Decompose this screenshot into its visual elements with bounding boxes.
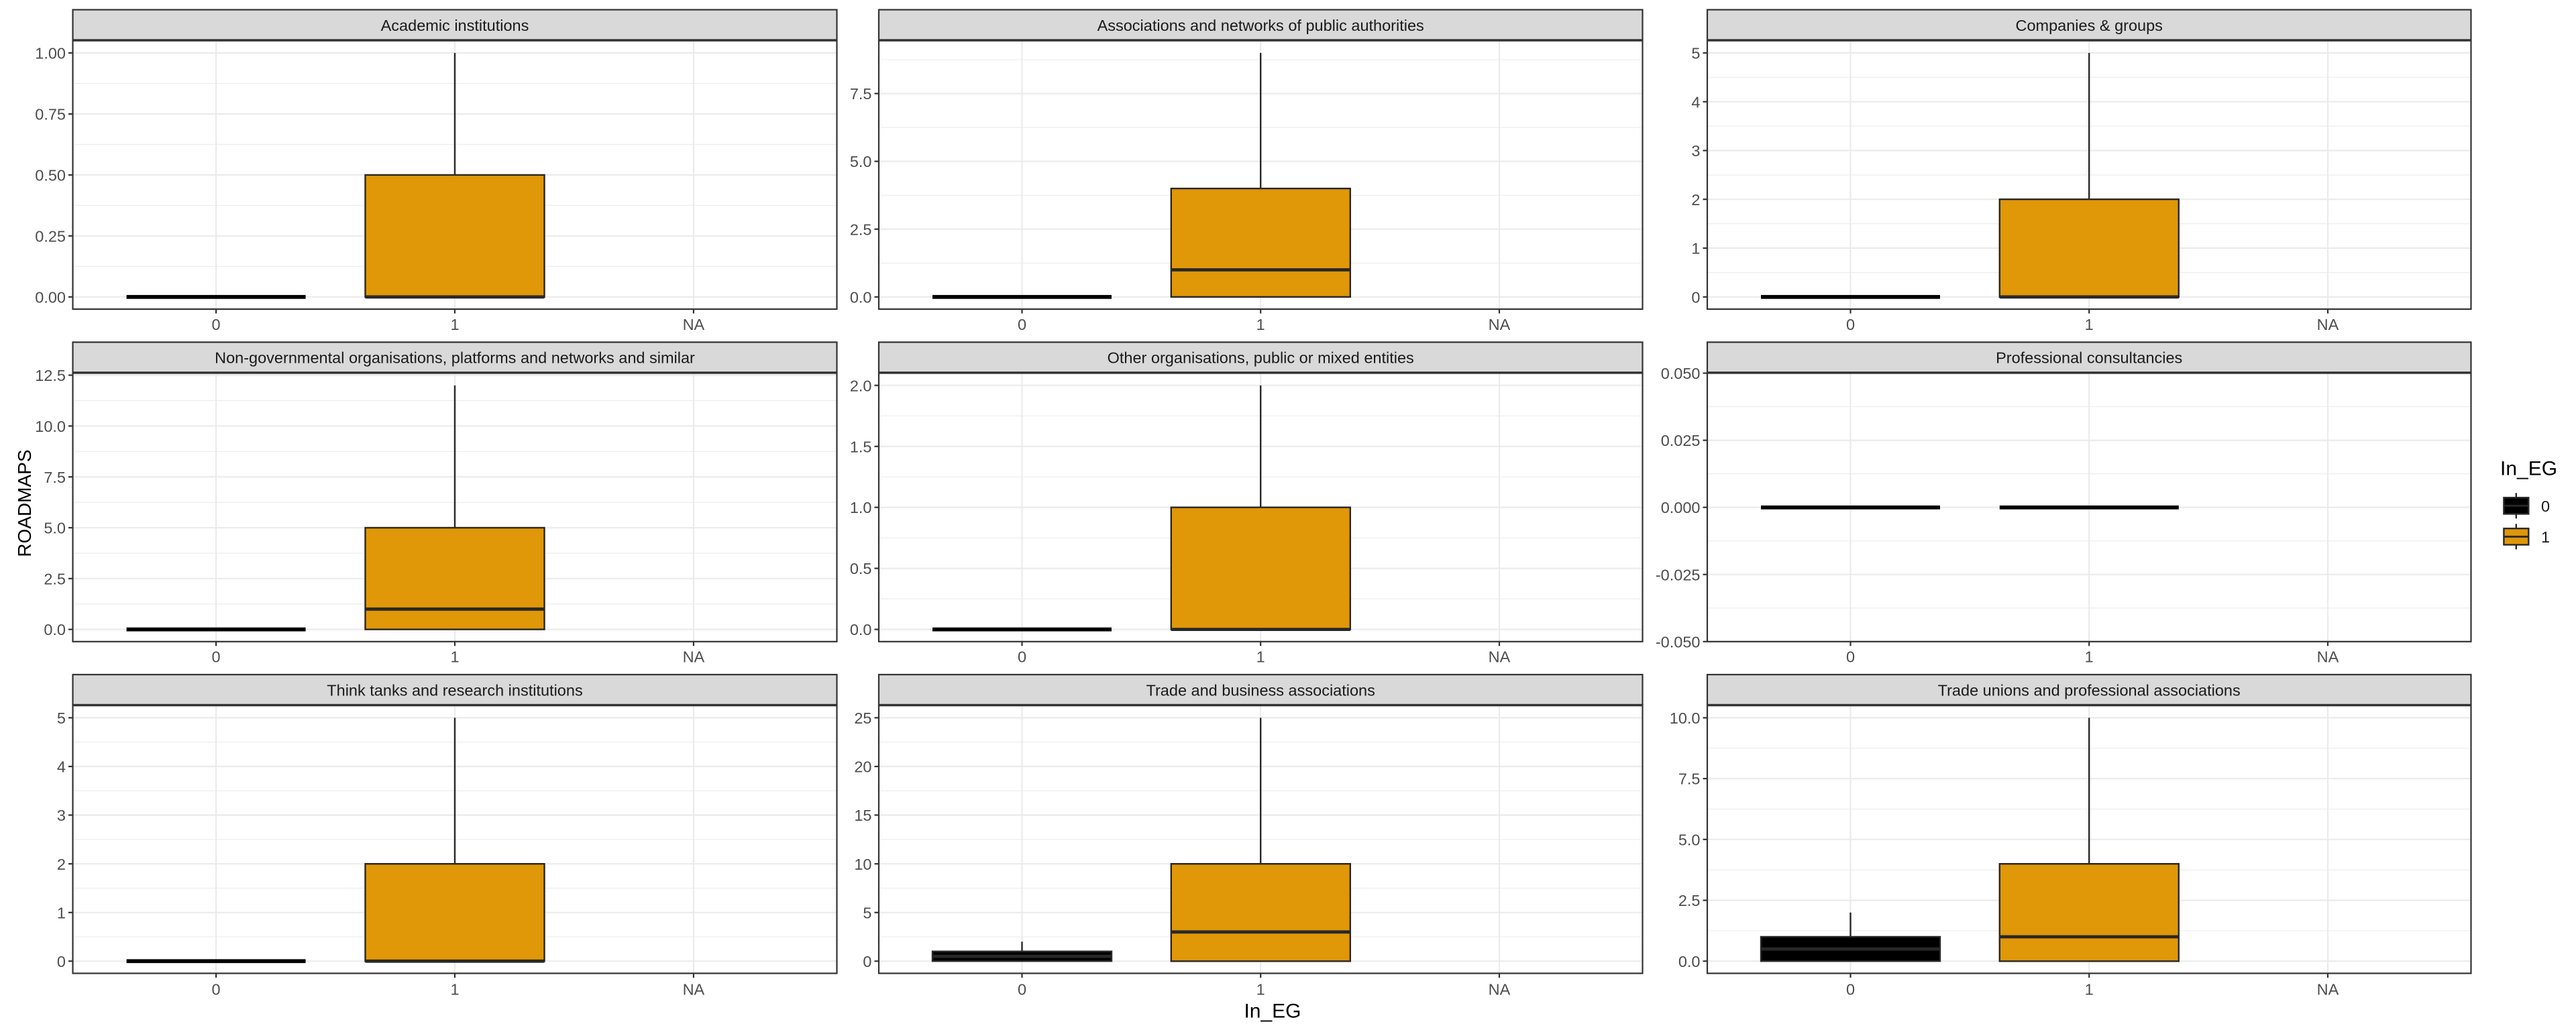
svg-text:Trade and business association: Trade and business associations (1146, 681, 1375, 699)
svg-text:0: 0 (212, 316, 221, 333)
svg-text:4: 4 (57, 758, 66, 776)
svg-text:0.0: 0.0 (850, 288, 872, 306)
svg-text:1: 1 (2085, 316, 2094, 333)
svg-text:0.5: 0.5 (850, 560, 872, 577)
svg-text:0: 0 (863, 953, 871, 970)
svg-text:1: 1 (2085, 648, 2094, 666)
svg-text:1: 1 (450, 316, 459, 333)
svg-text:25: 25 (854, 709, 871, 727)
svg-text:5.0: 5.0 (1678, 831, 1701, 848)
svg-text:Professional consultancies: Professional consultancies (1996, 349, 2182, 367)
svg-text:4: 4 (1691, 93, 1700, 111)
svg-text:0: 0 (57, 953, 66, 970)
svg-text:0.75: 0.75 (35, 106, 66, 123)
svg-text:2: 2 (1691, 191, 1700, 209)
svg-text:3: 3 (57, 807, 66, 824)
svg-text:5: 5 (57, 709, 66, 727)
svg-text:3: 3 (1691, 142, 1700, 160)
svg-text:5: 5 (863, 904, 871, 921)
svg-text:Associations and networks of p: Associations and networks of public auth… (1097, 17, 1424, 34)
svg-text:0.0: 0.0 (850, 621, 872, 638)
svg-text:Think tanks and research insti: Think tanks and research institutions (327, 681, 582, 699)
svg-text:20: 20 (854, 758, 871, 776)
svg-text:0.25: 0.25 (35, 227, 66, 245)
svg-text:1: 1 (450, 980, 459, 998)
svg-text:NA: NA (683, 316, 705, 333)
svg-text:NA: NA (1489, 648, 1511, 666)
svg-text:NA: NA (683, 980, 705, 998)
svg-text:1: 1 (57, 904, 66, 921)
svg-text:NA: NA (1489, 316, 1511, 333)
svg-text:In_EG: In_EG (2500, 457, 2557, 479)
svg-text:1: 1 (1256, 316, 1265, 333)
svg-text:2: 2 (57, 856, 66, 873)
svg-text:0: 0 (1846, 648, 1855, 666)
svg-text:Companies & groups: Companies & groups (2015, 17, 2162, 34)
svg-text:Trade unions and professional: Trade unions and professional associatio… (1938, 681, 2241, 699)
svg-text:1: 1 (2085, 980, 2094, 998)
svg-text:0.050: 0.050 (1661, 365, 1701, 382)
svg-text:7.5: 7.5 (850, 85, 872, 103)
svg-text:5.0: 5.0 (850, 153, 872, 170)
svg-text:-0.025: -0.025 (1656, 566, 1701, 583)
svg-text:1: 1 (1256, 648, 1265, 666)
svg-text:12.5: 12.5 (35, 367, 66, 384)
svg-text:0.025: 0.025 (1661, 432, 1701, 449)
svg-text:-0.050: -0.050 (1656, 633, 1701, 650)
svg-text:0.0: 0.0 (1678, 953, 1701, 970)
svg-text:In_EG: In_EG (1244, 1000, 1301, 1022)
svg-text:15: 15 (854, 807, 871, 824)
svg-text:5.0: 5.0 (44, 520, 66, 537)
svg-text:ROADMAPS: ROADMAPS (14, 449, 35, 557)
svg-text:7.5: 7.5 (44, 469, 66, 486)
svg-text:5: 5 (1691, 45, 1700, 62)
svg-text:0: 0 (1691, 288, 1700, 306)
svg-text:0: 0 (1018, 316, 1026, 333)
svg-text:NA: NA (2317, 980, 2339, 998)
svg-text:1.5: 1.5 (850, 438, 872, 455)
svg-text:0.0: 0.0 (44, 621, 66, 638)
svg-text:7.5: 7.5 (1678, 770, 1701, 788)
svg-text:Non-governmental organisations: Non-governmental organisations, platform… (215, 349, 695, 367)
svg-text:0.00: 0.00 (35, 288, 66, 306)
svg-text:10.0: 10.0 (35, 418, 66, 435)
svg-text:10.0: 10.0 (1670, 709, 1701, 727)
svg-text:2.5: 2.5 (44, 570, 66, 587)
svg-text:0: 0 (212, 980, 221, 998)
svg-text:1.00: 1.00 (35, 45, 66, 62)
svg-text:1: 1 (1256, 980, 1265, 998)
svg-text:Other organisations, public or: Other organisations, public or mixed ent… (1108, 349, 1414, 367)
svg-text:2.0: 2.0 (850, 377, 872, 394)
svg-text:NA: NA (2317, 648, 2339, 666)
svg-text:0: 0 (212, 648, 221, 666)
svg-text:0.50: 0.50 (35, 167, 66, 184)
svg-text:0: 0 (1846, 316, 1855, 333)
svg-text:0: 0 (1846, 980, 1855, 998)
svg-text:NA: NA (1489, 980, 1511, 998)
svg-text:2.5: 2.5 (850, 221, 872, 238)
svg-text:0.000: 0.000 (1661, 499, 1701, 516)
svg-text:10: 10 (854, 856, 871, 873)
svg-text:NA: NA (683, 648, 705, 666)
svg-text:1.0: 1.0 (850, 499, 872, 516)
svg-text:NA: NA (2317, 316, 2339, 333)
svg-text:0: 0 (1018, 648, 1026, 666)
svg-text:2.5: 2.5 (1678, 892, 1701, 909)
svg-text:0: 0 (2541, 498, 2550, 515)
svg-text:1: 1 (2541, 528, 2550, 546)
svg-text:1: 1 (1691, 240, 1700, 258)
svg-text:Academic institutions: Academic institutions (381, 17, 529, 34)
svg-text:1: 1 (450, 648, 459, 666)
svg-text:0: 0 (1018, 980, 1026, 998)
